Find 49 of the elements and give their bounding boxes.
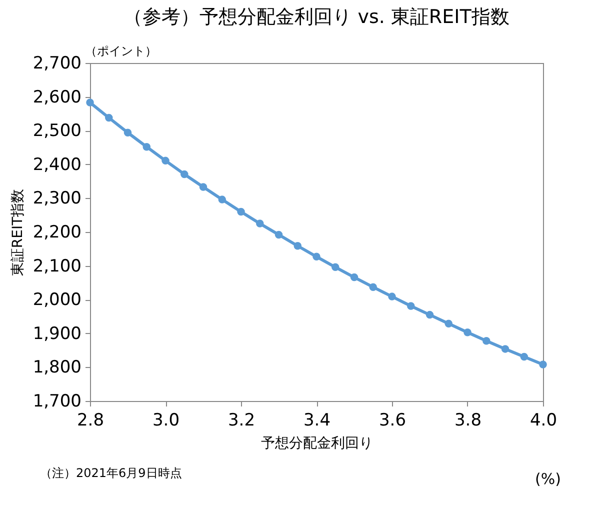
y-tick-label: 2,400 xyxy=(32,154,82,175)
text: （ポイント） xyxy=(85,44,157,58)
point xyxy=(180,170,188,178)
x-tick-label: 3.4 xyxy=(303,410,331,430)
x-tick-label: 4.0 xyxy=(530,410,558,430)
point xyxy=(482,336,490,345)
y-tick-label: 2,200 xyxy=(32,222,82,242)
x-tick-label: 3.0 xyxy=(152,410,180,430)
x-axis-title: 予想分配金利回り xyxy=(261,436,373,452)
y-tick-label: 2,700 xyxy=(32,54,82,74)
y-tick-label: 2,100 xyxy=(32,256,82,276)
point xyxy=(464,328,472,336)
point xyxy=(142,142,150,151)
y-tick-label: 2,000 xyxy=(32,290,82,310)
point xyxy=(350,273,358,282)
chart-title: （参考）予想分配金利回り vs. 東証REIT指数 xyxy=(124,6,510,28)
point xyxy=(124,128,132,136)
point xyxy=(199,183,208,191)
x-tick-label: 3.2 xyxy=(228,410,256,430)
x-tick-label: 3.6 xyxy=(378,410,406,430)
text: （注）2021年6月9日時点 xyxy=(40,466,182,480)
point xyxy=(539,360,547,368)
point xyxy=(388,292,396,300)
point xyxy=(501,345,510,353)
point xyxy=(332,263,340,272)
point xyxy=(162,156,170,165)
point xyxy=(294,242,302,250)
text: (%) xyxy=(535,470,561,488)
point xyxy=(407,302,415,310)
point xyxy=(444,320,452,328)
point xyxy=(312,252,320,261)
x-tick-label: 3.8 xyxy=(454,410,482,430)
point xyxy=(218,196,226,204)
point xyxy=(105,114,113,122)
y-tick-label: 1,800 xyxy=(32,358,82,378)
point xyxy=(369,283,377,291)
y-tick-label: 2,500 xyxy=(32,121,82,142)
y-tick-label: 1,900 xyxy=(32,324,82,344)
point xyxy=(237,208,245,216)
y-tick-label: 2,300 xyxy=(32,188,82,209)
x-tick-label: 2.8 xyxy=(76,410,104,430)
point xyxy=(274,230,283,239)
point xyxy=(520,352,528,361)
point xyxy=(86,98,94,106)
y-tick-label: 2,600 xyxy=(32,87,82,108)
point xyxy=(256,220,264,228)
point xyxy=(426,310,434,319)
y-tick-label: 1,700 xyxy=(32,392,82,412)
y-axis-title: 東証REIT指数 xyxy=(10,188,26,276)
